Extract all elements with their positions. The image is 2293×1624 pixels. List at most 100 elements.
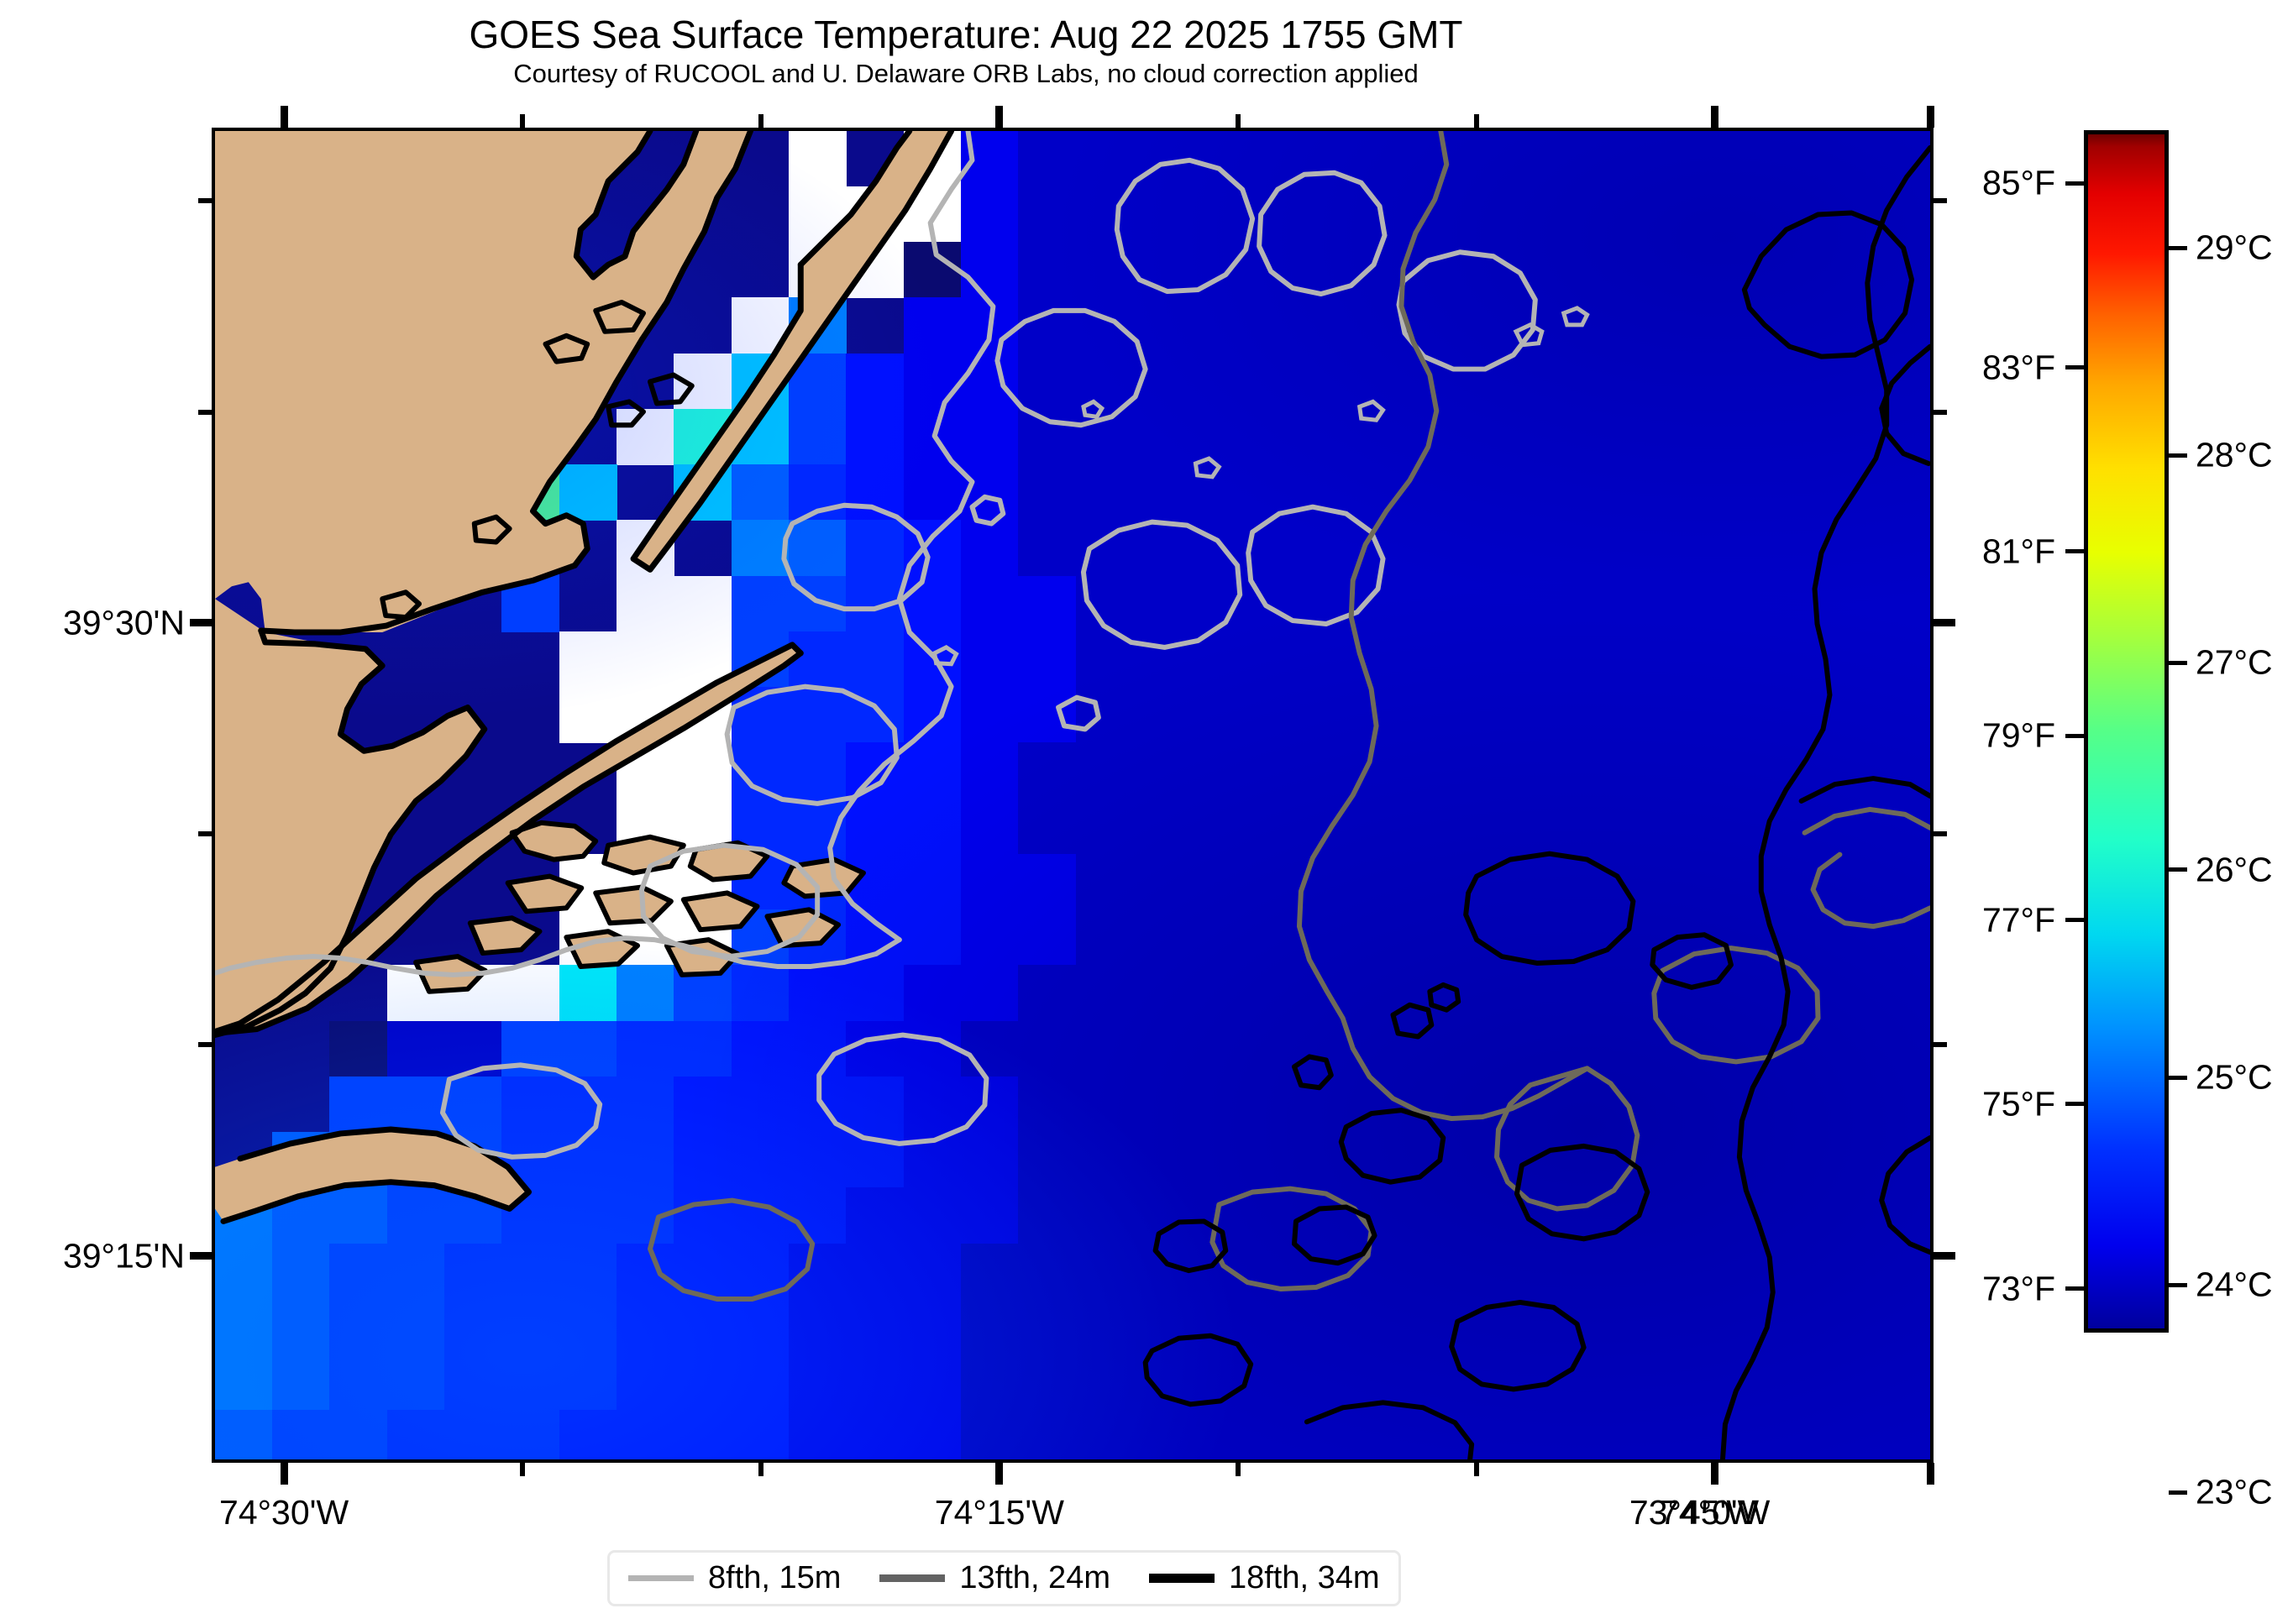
sst-pixel <box>1592 1243 1650 1300</box>
sst-pixel <box>1764 575 1823 632</box>
sst-pixel <box>1362 909 1421 967</box>
sst-pixel <box>1190 965 1249 1022</box>
sst-pixel <box>616 575 675 632</box>
x-tick <box>520 1463 526 1476</box>
sst-pixel <box>1018 1076 1077 1133</box>
sst-pixel <box>1247 631 1306 688</box>
sst-pixel <box>1018 742 1077 799</box>
sst-pixel <box>1362 575 1421 632</box>
sst-pixel <box>1132 965 1192 1022</box>
nj-mainland-land <box>215 131 751 632</box>
sst-pixel <box>1821 909 1881 967</box>
sst-pixel <box>1362 131 1421 187</box>
colorbar-tick-left <box>2065 1102 2084 1107</box>
sst-pixel <box>960 464 1020 521</box>
sst-pixel <box>731 1298 790 1355</box>
sst-pixel <box>674 1298 732 1355</box>
sst-pixel <box>443 1298 503 1355</box>
sst-pixel <box>386 1298 445 1355</box>
sst-pixel <box>1419 1020 1478 1077</box>
sst-pixel <box>559 1354 617 1412</box>
sst-pixel <box>1419 1187 1478 1244</box>
sst-pixel <box>960 408 1020 465</box>
sst-pixel <box>1649 1076 1708 1133</box>
sst-pixel <box>1419 631 1478 688</box>
colorbar-label-celsius: 27°C <box>2196 642 2273 682</box>
sst-pixel <box>1304 1132 1364 1189</box>
sst-pixel <box>1132 909 1192 967</box>
sst-pixel <box>1879 1076 1930 1133</box>
sst-pixel <box>1247 297 1306 354</box>
sst-pixel <box>329 1298 388 1355</box>
map-vector-overlay <box>215 131 1930 1459</box>
legend-item: 8fth, 15m <box>628 1560 841 1596</box>
sst-pixel <box>501 1076 560 1133</box>
sst-pixel <box>1018 631 1077 688</box>
sst-pixel <box>1419 742 1478 799</box>
sst-pixel <box>1247 687 1306 744</box>
sst-pixel <box>616 1076 675 1133</box>
sst-pixel <box>1132 408 1192 465</box>
x-tick <box>280 1463 288 1485</box>
page-subtitle: Courtesy of RUCOOL and U. Delaware ORB L… <box>513 59 1419 88</box>
x-tick-top <box>995 106 1004 128</box>
sst-pixel <box>1075 1076 1134 1133</box>
x-tick <box>1235 1463 1241 1476</box>
sst-pixel <box>846 1187 905 1244</box>
sst-pixel <box>1477 464 1536 521</box>
sst-pixel <box>1477 520 1536 577</box>
sst-pixel <box>1879 575 1930 632</box>
colorbar-label-fahrenheit: 85°F <box>1981 163 2055 202</box>
sst-pixel <box>846 464 905 521</box>
sst-pixel <box>1592 186 1650 243</box>
sst-pixel <box>1707 575 1766 632</box>
legend-label: 18fth, 34m <box>1228 1560 1380 1595</box>
sst-pixel <box>1592 1410 1650 1459</box>
sst-pixel <box>1477 1020 1536 1077</box>
sst-pixel <box>1132 575 1192 632</box>
sst-pixel <box>960 353 1020 410</box>
sst-pixel <box>1535 575 1593 632</box>
sst-pixel <box>1707 1020 1766 1077</box>
sst-pixel <box>1535 687 1593 744</box>
sst-pixel <box>1075 1298 1134 1355</box>
sst-pixel <box>846 1020 905 1077</box>
sst-pixel <box>1247 1410 1306 1459</box>
colorbar-label-celsius: 24°C <box>2196 1265 2273 1304</box>
sst-pixel <box>1649 408 1708 465</box>
sst-pixel <box>788 687 847 744</box>
sst-pixel <box>329 1354 388 1412</box>
sst-pixel <box>1362 798 1421 855</box>
x-axis-label: 73°45'W <box>1629 1493 1760 1532</box>
sst-pixel <box>1304 1298 1364 1355</box>
sst-pixel <box>903 1076 962 1133</box>
sst-pixel <box>1247 1354 1306 1412</box>
sst-pixel <box>1132 297 1192 354</box>
sst-pixel <box>788 742 847 799</box>
legend-item: 18fth, 34m <box>1148 1560 1380 1596</box>
sst-pixel <box>1821 631 1881 688</box>
sst-pixel <box>1535 1132 1593 1189</box>
legend-line-swatch <box>1148 1574 1215 1583</box>
sst-pixel <box>1821 1354 1881 1412</box>
sst-pixel <box>1190 1076 1249 1133</box>
sst-pixel <box>1649 798 1708 855</box>
sst-pixel <box>1075 965 1134 1022</box>
sst-pixel <box>1362 1020 1421 1077</box>
sst-pixel <box>1879 1354 1930 1412</box>
sst-pixel <box>1190 131 1249 187</box>
colorbar-tick-left <box>2065 181 2084 186</box>
sst-pixel <box>1419 297 1478 354</box>
sst-pixel <box>1419 131 1478 187</box>
sst-pixel <box>788 1132 847 1189</box>
sst-pixel <box>1707 1243 1766 1300</box>
colorbar-tick-right <box>2169 1075 2187 1080</box>
colorbar[interactable] <box>2084 130 2169 1333</box>
sst-pixel <box>1419 464 1478 521</box>
sst-map-plot[interactable] <box>212 128 1934 1463</box>
sst-pixel <box>1649 631 1708 688</box>
sst-pixel <box>1707 353 1766 410</box>
sst-pixel <box>1764 520 1823 577</box>
sst-pixel <box>1419 1354 1478 1412</box>
sst-pixel <box>1190 909 1249 967</box>
